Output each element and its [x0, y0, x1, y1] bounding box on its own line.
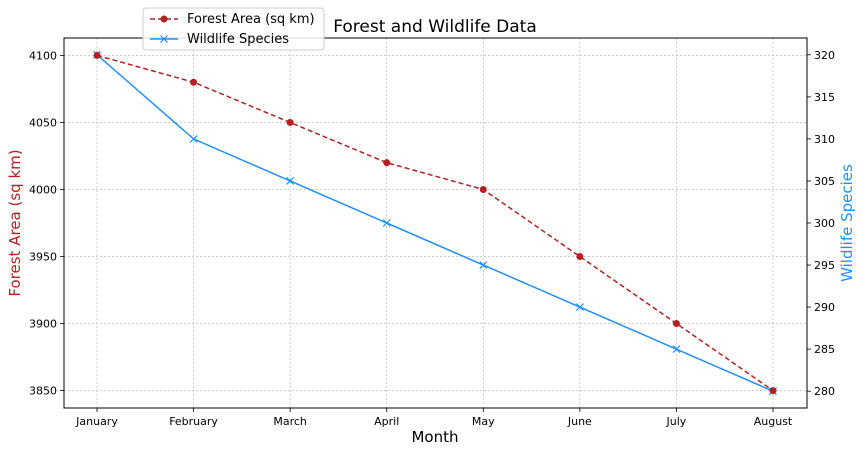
- y-right-tick-label: 295: [814, 259, 835, 272]
- y-left-tick-label: 4000: [29, 183, 57, 196]
- x-tick-label: March: [273, 415, 307, 428]
- x-tick-label: August: [754, 415, 793, 428]
- x-tick-label: July: [666, 415, 687, 428]
- chart-title: Forest and Wildlife Data: [333, 17, 537, 37]
- wildlife-species-point: [286, 177, 295, 185]
- y-left-tick-label: 3950: [29, 251, 57, 264]
- grid: [64, 38, 807, 408]
- forest-area-point: [93, 51, 101, 59]
- wildlife-species-point: [672, 345, 681, 354]
- y-right-tick-label: 305: [814, 175, 835, 188]
- forest-area-point: [286, 118, 294, 126]
- y-left-tick-label: 4100: [29, 49, 57, 62]
- y-right-tick-label: 285: [814, 343, 835, 356]
- series-layer: [93, 50, 777, 396]
- x-tick-label: April: [374, 415, 399, 428]
- y-axis-left-ticks: 3850 3900 3950 4000 4050 4100: [29, 49, 64, 398]
- forest-area-point: [383, 159, 391, 167]
- y-left-tick-label: 4050: [29, 116, 57, 129]
- x-axis-ticks: January February March April May June July Augu…: [75, 408, 793, 428]
- x-tick-label: February: [169, 415, 218, 428]
- legend-box: [142, 7, 325, 51]
- y-right-tick-label: 315: [814, 91, 835, 104]
- forest-area-point: [576, 253, 584, 261]
- y-right-tick-label: 310: [814, 133, 835, 146]
- y-right-tick-label: 290: [814, 301, 835, 314]
- x-tick-label: May: [472, 415, 495, 428]
- y-axis-left-label: Forest Area (sq km): [6, 149, 24, 296]
- y-left-tick-label: 3850: [29, 385, 57, 398]
- wildlife-species-point: [575, 303, 584, 312]
- wildlife-species-line: [96, 54, 774, 392]
- legend-item-forest-area: Forest Area (sq km): [150, 12, 315, 27]
- forest-area-point: [672, 320, 680, 328]
- legend-item-wildlife-species: Wildlife Species: [150, 32, 289, 47]
- y-left-tick-label: 3900: [29, 318, 57, 331]
- forest-area-line: [96, 54, 774, 392]
- legend-forest-label: Forest Area (sq km): [187, 12, 315, 27]
- forest-area-point: [769, 387, 777, 395]
- wildlife-species-point: [189, 134, 198, 143]
- wildlife-species-point: [479, 261, 488, 269]
- legend: Forest Area (sq km) Wildlife Species: [142, 7, 325, 51]
- x-axis-label: Month: [411, 428, 458, 446]
- y-right-tick-label: 300: [814, 217, 835, 230]
- legend-forest-marker: [160, 15, 168, 23]
- forest-area-point: [479, 185, 487, 193]
- y-right-tick-label: 280: [814, 385, 835, 398]
- forest-area-point: [190, 78, 198, 86]
- y-axis-right-label: Wildlife Species: [838, 164, 856, 282]
- legend-wildlife-label: Wildlife Species: [187, 32, 289, 47]
- x-tick-label: January: [75, 415, 118, 428]
- plot-frame: [63, 37, 808, 409]
- y-axis-right-ticks: 280 285 290 295 300 305 310 315 320: [807, 49, 835, 398]
- x-tick-label: June: [567, 415, 592, 428]
- y-right-tick-label: 320: [814, 49, 835, 62]
- wildlife-species-point: [382, 219, 391, 227]
- legend-wildlife-marker: [160, 35, 168, 43]
